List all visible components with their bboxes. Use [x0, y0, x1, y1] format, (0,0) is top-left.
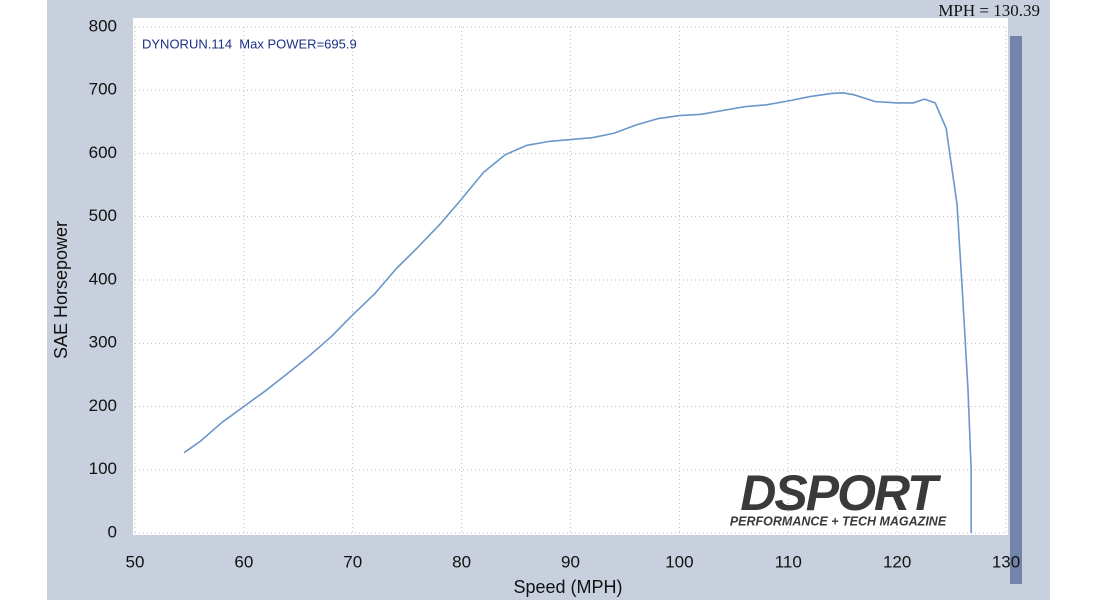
y-tick-label: 100 — [89, 459, 117, 478]
x-tick-label: 100 — [665, 552, 693, 571]
x-tick-label: 50 — [126, 552, 145, 571]
x-tick-label: 70 — [343, 552, 362, 571]
x-tick-label: 110 — [775, 552, 802, 571]
x-axis-title: Speed (MPH) — [513, 577, 622, 597]
mph-readout: MPH = 130.39 — [938, 1, 1040, 20]
y-tick-label: 700 — [89, 80, 117, 99]
y-axis-title: SAE Horsepower — [51, 221, 71, 359]
power-curve — [183, 91, 972, 533]
y-tick-label: 200 — [89, 396, 117, 415]
logo-tagline: PERFORMANCE + TECH MAGAZINE — [730, 514, 947, 528]
logo-name: DSPORT — [740, 465, 942, 521]
y-tick-label: 500 — [89, 206, 117, 225]
x-tick-label: 90 — [561, 552, 580, 571]
y-tick-label: 400 — [89, 269, 117, 288]
edge-strip — [1010, 36, 1022, 584]
x-tick-label: 130 — [992, 552, 1020, 571]
y-tick-label: 0 — [108, 522, 117, 541]
y-tick-label: 300 — [89, 333, 117, 352]
plot-area — [133, 18, 1008, 535]
y-tick-label: 600 — [89, 143, 117, 162]
x-tick-label: 80 — [452, 552, 471, 571]
y-tick-label: 800 — [89, 16, 117, 35]
annotation: DYNORUN.114 Max POWER=695.9 — [142, 36, 357, 51]
x-tick-label: 60 — [234, 552, 253, 571]
x-tick-label: 120 — [883, 552, 911, 571]
